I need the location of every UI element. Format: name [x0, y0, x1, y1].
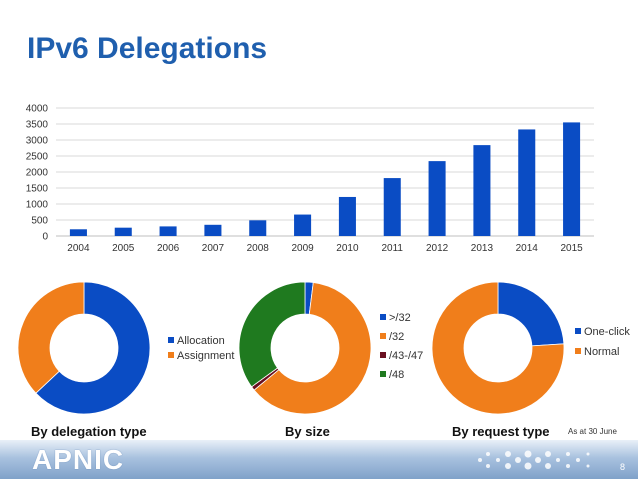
as-of-note: As at 30 June — [568, 427, 617, 436]
y-tick-label: 0 — [42, 232, 48, 243]
x-tick-label: 2012 — [426, 243, 449, 254]
legend-item: Assignment — [168, 350, 234, 362]
size-donut — [238, 281, 372, 415]
legend-label: Normal — [584, 346, 620, 358]
legend-swatch — [380, 333, 386, 340]
delegation-type-caption: By delegation type — [31, 424, 147, 439]
legend-item: /48 — [380, 369, 404, 381]
legend-item: >/32 — [380, 312, 411, 324]
donut-slice-allocation — [35, 281, 151, 415]
size-caption: By size — [285, 424, 330, 439]
legend-label: Allocation — [177, 335, 225, 347]
ipv6-dots-logo-icon — [478, 450, 590, 470]
donut-slice-32 — [253, 282, 372, 415]
x-tick-label: 2015 — [560, 243, 583, 254]
bar-2005 — [114, 227, 132, 236]
y-tick-label: 500 — [31, 216, 48, 227]
x-tick-label: 2006 — [157, 243, 180, 254]
donut-slice-48 — [238, 281, 306, 388]
y-tick-label: 4000 — [26, 104, 49, 115]
donut-slice-assignment — [17, 281, 85, 394]
legend-item: One-click — [575, 326, 630, 338]
footer-bar: APNIC 8 — [0, 440, 638, 479]
legend-swatch — [380, 371, 386, 378]
bar-2015 — [563, 122, 581, 236]
bar-2007 — [204, 224, 222, 236]
legend-swatch — [168, 337, 174, 344]
x-tick-label: 2014 — [516, 243, 539, 254]
donut-slice-normal — [431, 281, 565, 415]
bar-2013 — [473, 145, 491, 236]
legend-item: Normal — [575, 346, 619, 358]
x-tick-label: 2007 — [202, 243, 225, 254]
y-tick-label: 2000 — [26, 168, 49, 179]
x-tick-label: 2005 — [112, 243, 135, 254]
bar-2011 — [383, 178, 401, 236]
x-tick-label: 2011 — [381, 243, 403, 254]
x-tick-label: 2010 — [336, 243, 359, 254]
legend-label: /43-/47 — [389, 350, 424, 362]
x-tick-label: 2009 — [291, 243, 314, 254]
legend-label: >/32 — [389, 312, 411, 324]
bar-2010 — [338, 196, 356, 236]
legend-swatch — [575, 348, 581, 355]
request-type-caption: By request type — [452, 424, 550, 439]
legend-item: /43-/47 — [380, 350, 423, 362]
apnic-logo: APNIC — [32, 444, 125, 475]
y-tick-label: 3500 — [26, 120, 49, 131]
legend-item: Allocation — [168, 335, 225, 347]
bar-2006 — [159, 226, 177, 236]
slide-title: IPv6 Delegations — [27, 32, 268, 65]
x-tick-label: 2008 — [247, 243, 270, 254]
bar-2004 — [69, 229, 87, 236]
legend-item: /32 — [380, 331, 404, 343]
x-tick-label: 2013 — [471, 243, 494, 254]
bar-2009 — [294, 214, 312, 236]
bar-2014 — [518, 129, 536, 236]
legend-label: /32 — [389, 331, 405, 343]
legend-swatch — [380, 314, 386, 321]
delegation-type-donut — [17, 281, 151, 415]
y-tick-label: 3000 — [26, 136, 49, 147]
bar-chart: 0 500 1000 1500 2000 2500 3000 3500 4000 2004 2005… — [26, 104, 594, 254]
request-type-donut — [431, 281, 565, 415]
legend-swatch — [168, 352, 174, 359]
legend-swatch — [380, 352, 386, 359]
legend-label: One-click — [584, 326, 630, 338]
y-tick-label: 1500 — [26, 184, 49, 195]
bar-2008 — [249, 220, 267, 236]
y-tick-label: 2500 — [26, 152, 49, 163]
x-tick-label: 2004 — [67, 243, 90, 254]
y-tick-label: 1000 — [26, 200, 49, 211]
donut-slice-one-click — [497, 281, 565, 347]
legend-label: Assignment — [177, 350, 235, 362]
legend-label: /48 — [389, 369, 405, 381]
legend-swatch — [575, 328, 581, 335]
page-number: 8 — [620, 462, 626, 472]
bar-2012 — [428, 161, 446, 236]
